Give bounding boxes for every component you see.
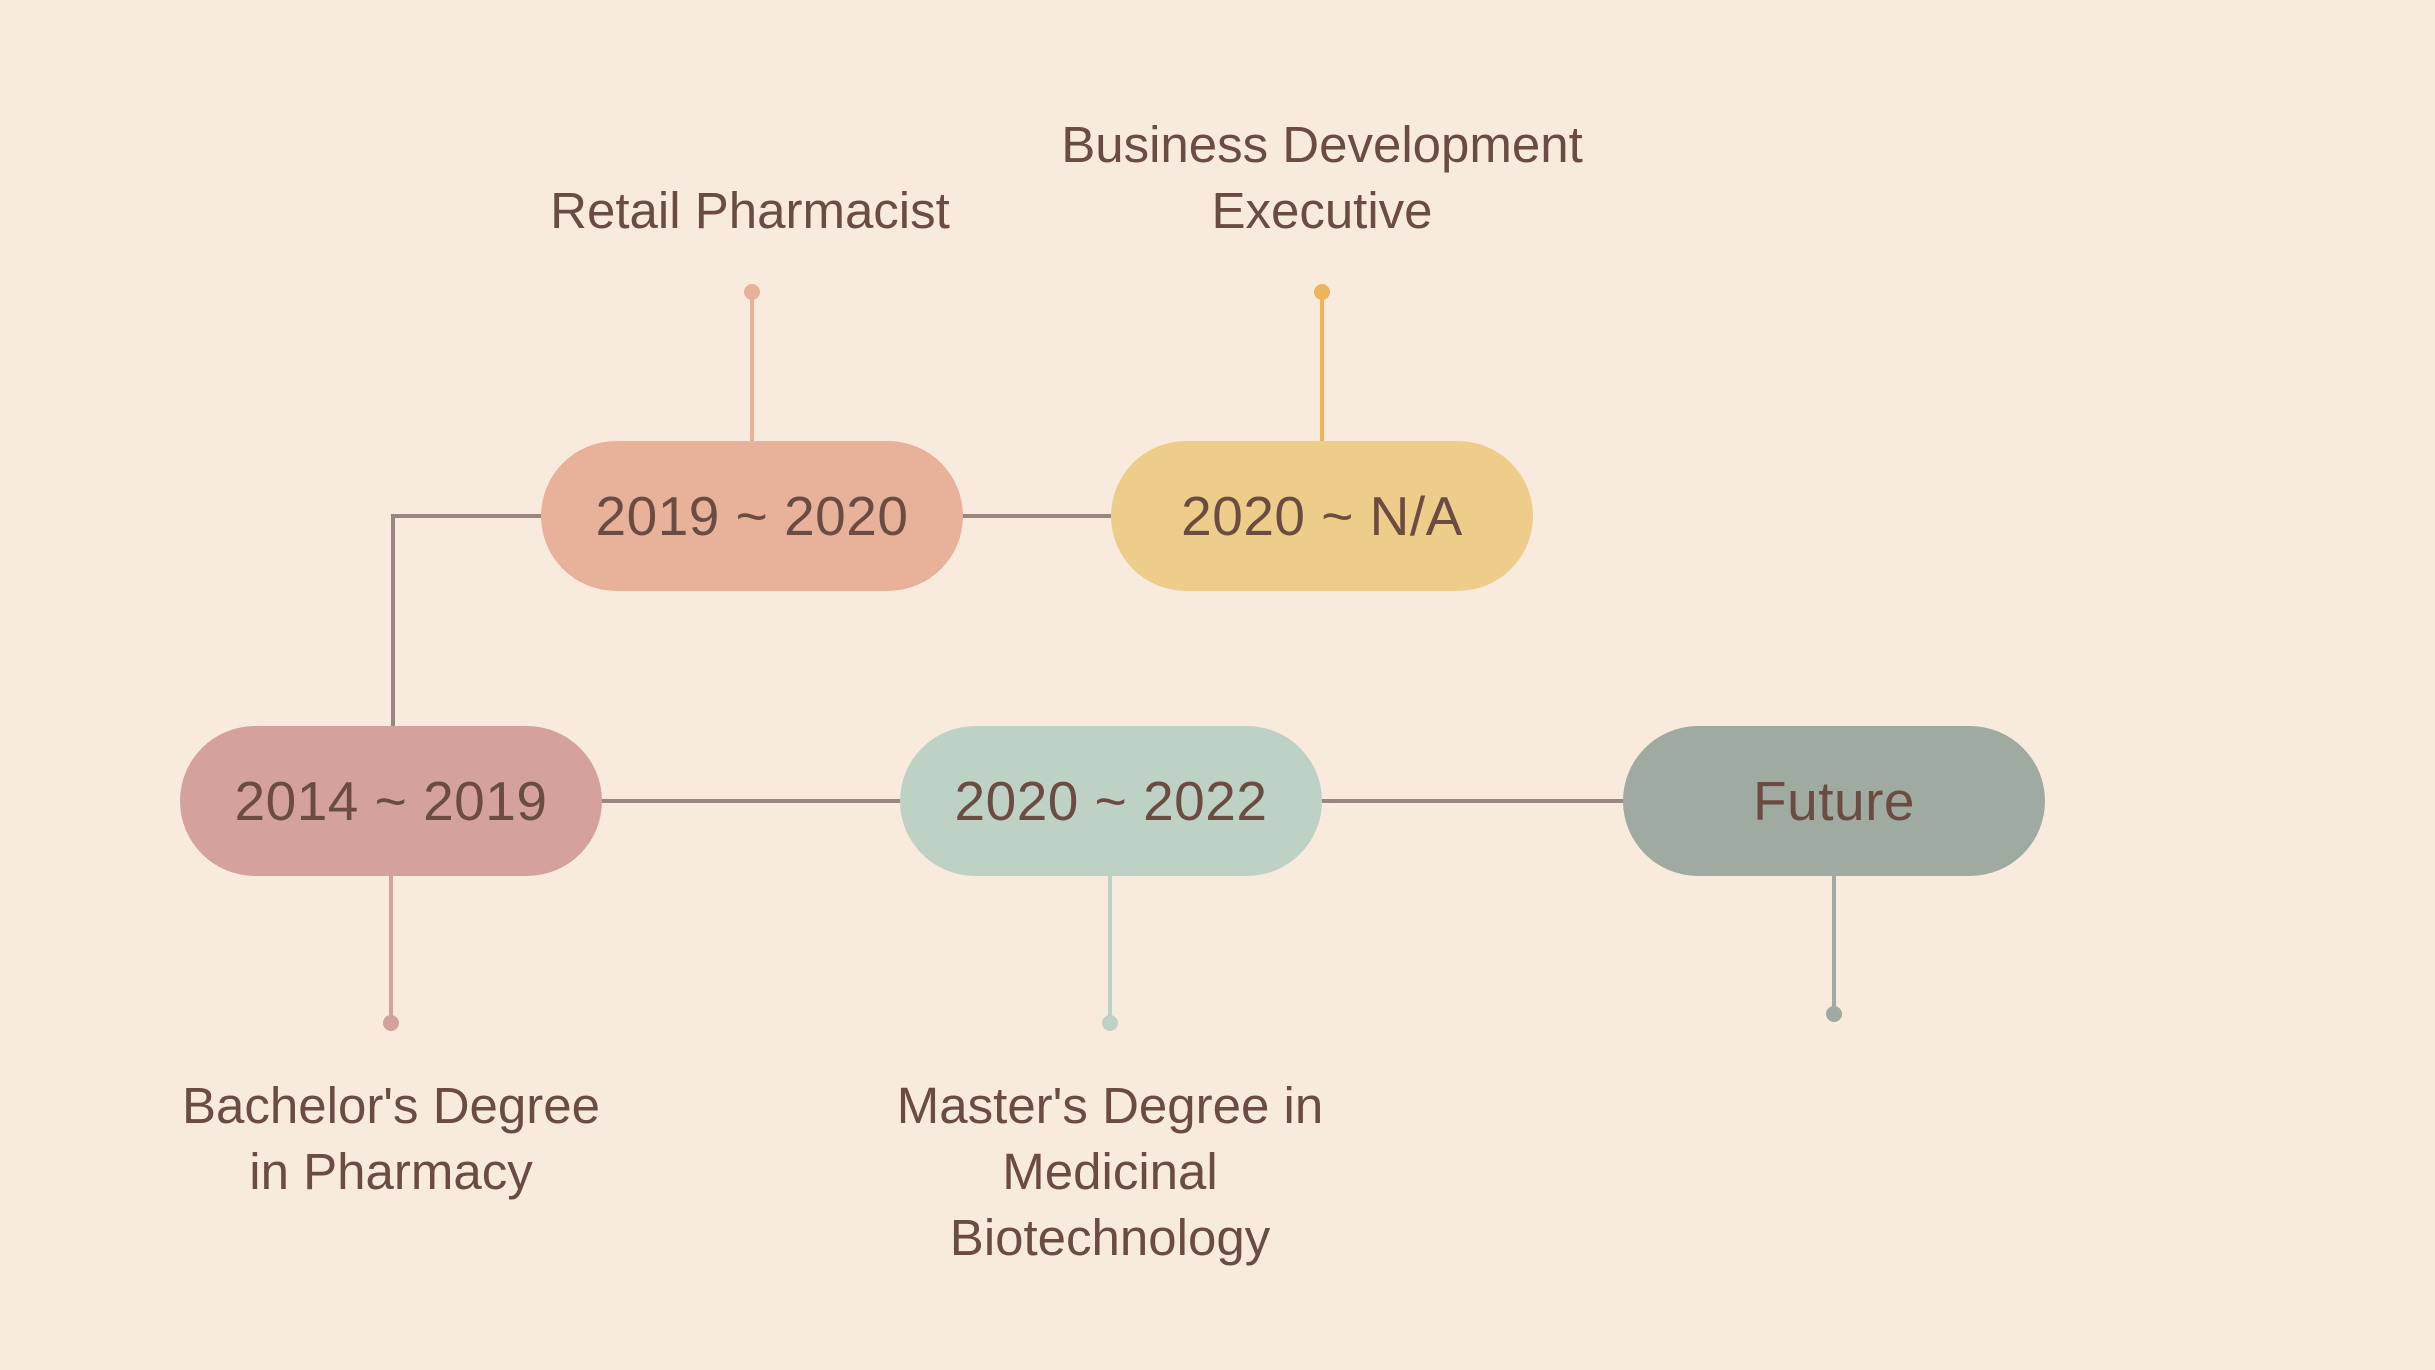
pill-future-text: Future — [1753, 770, 1915, 832]
pill-2019-2020-text: 2019 ~ 2020 — [595, 485, 909, 547]
pill-2019-2020: 2019 ~ 2020 — [541, 441, 963, 591]
label-retail-pharmacist: Retail Pharmacist — [550, 182, 950, 239]
pill-2020-na-text: 2020 ~ N/A — [1181, 485, 1463, 547]
label-business-development: Business Development Executive — [1061, 116, 1583, 239]
pill-future: Future — [1623, 726, 2045, 876]
pill-2020-2022: 2020 ~ 2022 — [900, 726, 1322, 876]
pill-2014-2019-text: 2014 ~ 2019 — [234, 770, 548, 832]
stem-dot-bachelor — [383, 1015, 399, 1031]
label-master-degree: Master's Degree in Medicinal Biotechnolo… — [896, 1077, 1324, 1266]
stem-dot-master — [1102, 1015, 1118, 1031]
stem-dot-retail — [744, 284, 760, 300]
pill-2020-2022-text: 2020 ~ 2022 — [954, 770, 1268, 832]
stem-dot-future — [1826, 1006, 1842, 1022]
pill-2020-na: 2020 ~ N/A — [1111, 441, 1533, 591]
connector-bachelor-retail — [391, 514, 542, 726]
stem-dot-business — [1314, 284, 1330, 300]
pill-2014-2019: 2014 ~ 2019 — [180, 726, 602, 876]
label-bachelor-degree: Bachelor's Degree in Pharmacy — [182, 1077, 600, 1200]
